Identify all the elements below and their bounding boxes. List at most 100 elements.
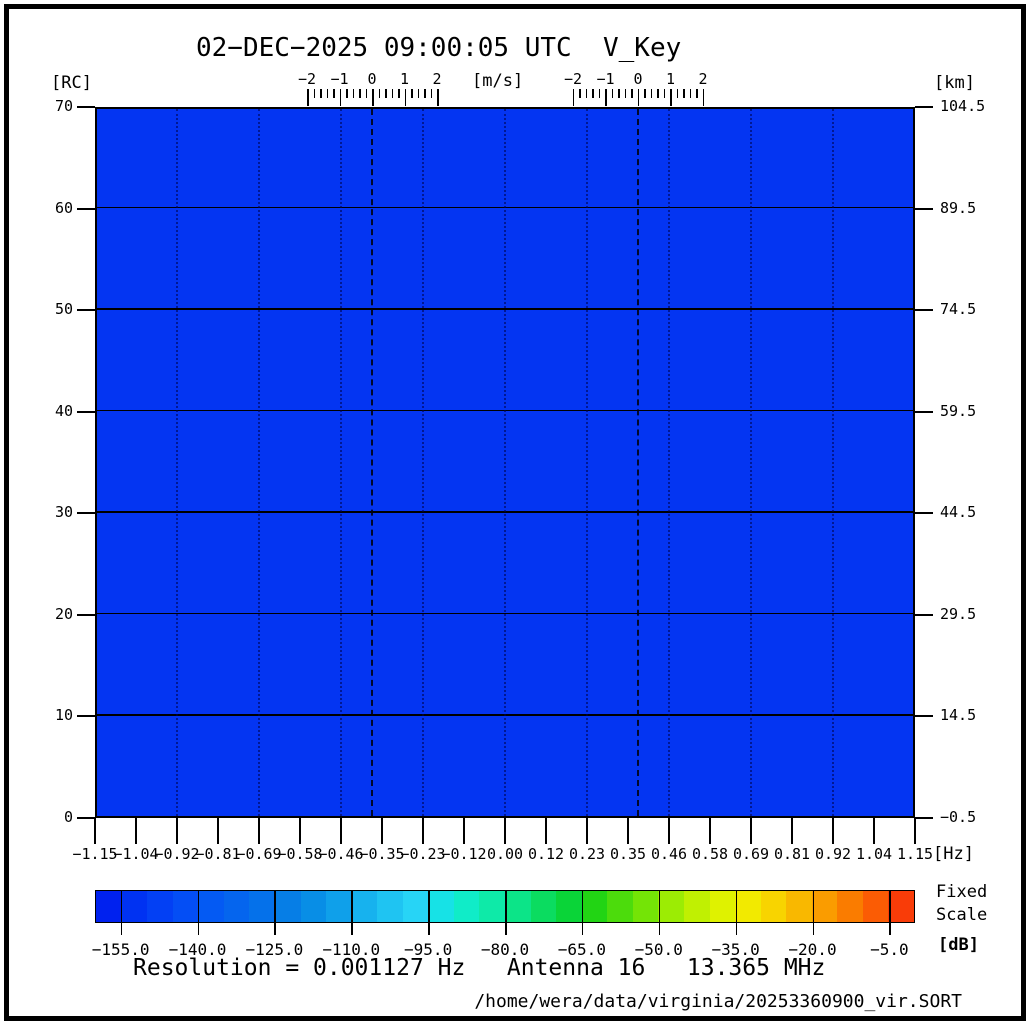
- right-axis-tick: [915, 817, 933, 819]
- colorbar-tick: [351, 890, 353, 935]
- colorbar-segment: [760, 891, 787, 922]
- bottom-axis-tick: [750, 818, 752, 844]
- source-file-path: /home/wera/data/virginia/20253360900_vir…: [474, 991, 962, 1012]
- ruler-major-tick: [670, 89, 672, 106]
- bottom-axis-tick-label: −0.35: [359, 845, 405, 863]
- colorbar-segment: [862, 891, 889, 922]
- colorbar-tick: [581, 890, 584, 935]
- right-axis-tick-label: 89.5: [940, 198, 977, 217]
- colorbar-segment: [453, 891, 480, 922]
- ruler-minor-tick: [650, 89, 653, 98]
- ruler-minor-tick: [611, 89, 614, 98]
- right-axis-tick: [915, 512, 933, 515]
- bottom-axis-tick: [586, 818, 588, 844]
- bragg-line: [371, 109, 374, 816]
- colorbar-segment: [172, 891, 199, 922]
- colorbar-tick-label: −140.0: [168, 940, 227, 959]
- ruler-major-tick: [605, 89, 607, 106]
- colorbar-segment: [683, 891, 710, 922]
- colorbar-segment: [121, 891, 148, 922]
- ruler-minor-tick: [398, 89, 400, 98]
- bottom-axis-tick: [832, 818, 834, 844]
- colorbar-tick: [505, 890, 507, 935]
- colorbar-tick: [197, 890, 199, 935]
- bottom-axis-tick-label: 0.81: [773, 845, 811, 863]
- bottom-axis-tick: [176, 818, 178, 844]
- colorbar-segment: [632, 891, 659, 922]
- colorbar-segment: [351, 891, 378, 922]
- gridline-vertical-dotted: [340, 109, 342, 816]
- ruler-minor-tick: [385, 89, 387, 98]
- colorbar-segment: [811, 891, 838, 922]
- colorbar-segment: [607, 891, 633, 922]
- bottom-axis-tick-label: −0.69: [236, 845, 282, 863]
- ruler-minor-tick: [411, 89, 413, 98]
- left-axis-unit: [RC]: [51, 73, 92, 93]
- bottom-axis-tick: [340, 818, 342, 844]
- right-axis-tick: [915, 410, 933, 413]
- right-axis-tick: [915, 309, 933, 312]
- outer-border: [4, 4, 1026, 1021]
- colorbar-segment: [300, 891, 327, 922]
- colorbar-segment: [786, 891, 812, 922]
- gridline-vertical-dotted: [586, 109, 588, 816]
- left-axis-tick-label: 30: [54, 503, 73, 522]
- colorbar-segment: [479, 891, 505, 922]
- ruler-minor-tick: [359, 89, 361, 98]
- resolution-info: Resolution = 0.001127 Hz Antenna 16 13.3…: [133, 955, 826, 981]
- bottom-axis-tick-label: 1.15: [896, 845, 934, 863]
- ruler-minor-tick: [391, 89, 394, 98]
- left-axis-tick: [77, 410, 95, 413]
- bottom-axis-tick-label: −0.12: [441, 845, 487, 863]
- gridline-vertical-dotted: [750, 109, 752, 816]
- right-axis-tick: [915, 207, 933, 210]
- colorbar-tick-label: −65.0: [557, 940, 606, 959]
- ruler-tick-label: 2: [698, 70, 708, 88]
- bottom-axis-tick-label: −0.46: [318, 845, 364, 863]
- ruler-tick-label: −1: [596, 70, 615, 88]
- bottom-axis-tick-label: 0.12: [527, 845, 565, 863]
- right-axis-tick: [915, 613, 933, 616]
- ruler-minor-tick: [689, 89, 692, 98]
- colorbar-segment: [581, 891, 608, 922]
- ruler-minor-tick: [598, 89, 601, 98]
- left-axis-tick: [77, 613, 95, 616]
- bottom-axis-tick: [135, 818, 137, 844]
- ruler-minor-tick: [644, 89, 646, 98]
- colorbar-tick: [120, 890, 123, 935]
- right-axis-tick-label: 44.5: [940, 503, 977, 522]
- ruler-minor-tick: [313, 89, 316, 98]
- velocity-ruler: [307, 89, 439, 107]
- bottom-axis-tick-label: 0.92: [814, 845, 852, 863]
- left-axis-tick-label: 40: [54, 401, 73, 420]
- colorbar-tick-label: −110.0: [322, 940, 381, 959]
- colorbar-tick-label: −20.0: [788, 940, 837, 959]
- colorbar-segment: [428, 891, 454, 922]
- bottom-axis-tick-label: 1.04: [855, 845, 893, 863]
- colorbar-tick: [658, 890, 661, 935]
- ruler-minor-tick: [378, 89, 381, 98]
- bottom-axis-tick-label: 0.69: [732, 845, 770, 863]
- bottom-axis-tick-label: −1.15: [72, 845, 118, 863]
- colorbar-segment: [530, 891, 557, 922]
- ruler-tick-label: 1: [665, 70, 675, 88]
- colorbar-segment: [377, 891, 403, 922]
- left-axis-tick: [77, 309, 95, 312]
- colorbar: [95, 890, 915, 923]
- bottom-axis-tick: [258, 818, 260, 844]
- colorbar-tick-label: −50.0: [634, 940, 683, 959]
- colorbar-tick: [735, 890, 738, 935]
- bottom-axis-tick-label: 0.58: [691, 845, 729, 863]
- ruler-minor-tick: [631, 89, 633, 98]
- ruler-major-tick: [372, 89, 374, 106]
- colorbar-tick-label: −35.0: [711, 940, 760, 959]
- ruler-minor-tick: [346, 89, 348, 98]
- colorbar-tick-label: −95.0: [404, 940, 453, 959]
- ruler-tick-label: −1: [330, 70, 349, 88]
- colorbar-segment: [198, 891, 224, 922]
- right-axis-tick-label: 59.5: [940, 401, 977, 420]
- ruler-minor-tick: [657, 89, 659, 98]
- left-axis-tick: [77, 715, 95, 718]
- left-axis-tick-label: 70: [54, 97, 73, 115]
- colorbar-segment: [658, 891, 684, 922]
